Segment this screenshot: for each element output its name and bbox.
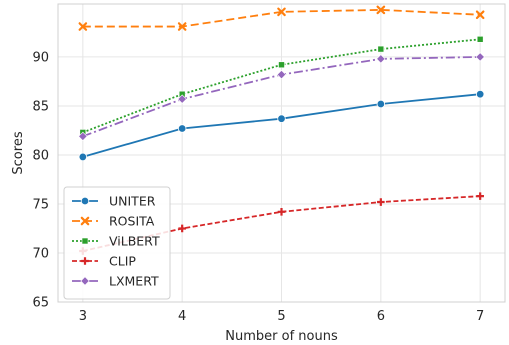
- legend-label: CLIP: [109, 254, 136, 269]
- legend-marker: [81, 237, 89, 245]
- legend: UNITER ROSITA ViLBERT CLIP LXMERT: [63, 186, 171, 300]
- data-point-vilbert: [476, 35, 484, 43]
- data-point-uniter: [376, 99, 386, 109]
- legend-label: LXMERT: [109, 274, 159, 289]
- legend-marker: [80, 216, 90, 226]
- data-point-clip: [277, 208, 286, 216]
- data-point-clip: [377, 198, 385, 206]
- data-point-vilbert: [377, 45, 385, 53]
- legend-marker: [80, 196, 90, 206]
- data-point-rosita: [376, 5, 386, 15]
- data-point-uniter: [177, 124, 187, 133]
- series-rosita: [78, 5, 485, 31]
- y-tick-label: 70: [32, 246, 49, 261]
- data-point-uniter: [475, 89, 485, 99]
- x-tick-label: 4: [178, 309, 186, 324]
- data-point-lxmert: [276, 69, 287, 80]
- data-point-rosita: [177, 22, 187, 31]
- series-lxmert: [78, 52, 485, 141]
- y-tick-label: 75: [32, 197, 49, 212]
- data-point-clip: [476, 192, 484, 200]
- x-tick-label: 3: [79, 309, 87, 324]
- series-uniter: [78, 89, 485, 162]
- data-point-vilbert: [278, 61, 285, 69]
- legend-marker: [81, 257, 89, 265]
- legend-box: [63, 186, 171, 300]
- legend-entry-vilbert: ViLBERT: [72, 234, 160, 249]
- legend-entry-rosita: ROSITA: [72, 214, 155, 229]
- legend-entry-uniter: UNITER: [72, 194, 156, 209]
- data-point-uniter: [277, 114, 286, 123]
- x-tick-label: 7: [476, 309, 484, 324]
- y-tick-label: 90: [32, 50, 49, 65]
- axes-frame: [57, 3, 506, 303]
- x-tick-label: 5: [277, 309, 285, 324]
- x-tick-label: 6: [377, 309, 385, 324]
- legend-label: ROSITA: [109, 214, 155, 229]
- legend-entry-clip: CLIP: [72, 254, 136, 269]
- y-axis-label: Scores: [11, 131, 26, 174]
- legend-label: UNITER: [109, 194, 156, 209]
- data-point-lxmert: [177, 94, 187, 104]
- legend-marker: [80, 276, 90, 286]
- y-tick-label: 65: [32, 296, 49, 311]
- data-point-lxmert: [78, 131, 88, 141]
- data-point-uniter: [78, 152, 88, 162]
- y-tick-label: 80: [32, 148, 49, 163]
- data-point-rosita: [277, 7, 286, 17]
- legend-label: ViLBERT: [109, 234, 160, 249]
- data-point-clip: [178, 224, 186, 233]
- data-point-lxmert: [376, 54, 386, 64]
- data-point-rosita: [78, 22, 88, 31]
- y-tick-label: 85: [32, 99, 49, 114]
- data-point-lxmert: [475, 52, 485, 62]
- plot-frame: [57, 3, 506, 303]
- legend-entry-lxmert: LXMERT: [72, 274, 159, 289]
- tick-labels: 3 4 5 6 7 65 70 75 80 85 90: [32, 50, 484, 324]
- data-point-rosita: [475, 10, 485, 20]
- x-axis-label: Number of nouns: [225, 329, 338, 344]
